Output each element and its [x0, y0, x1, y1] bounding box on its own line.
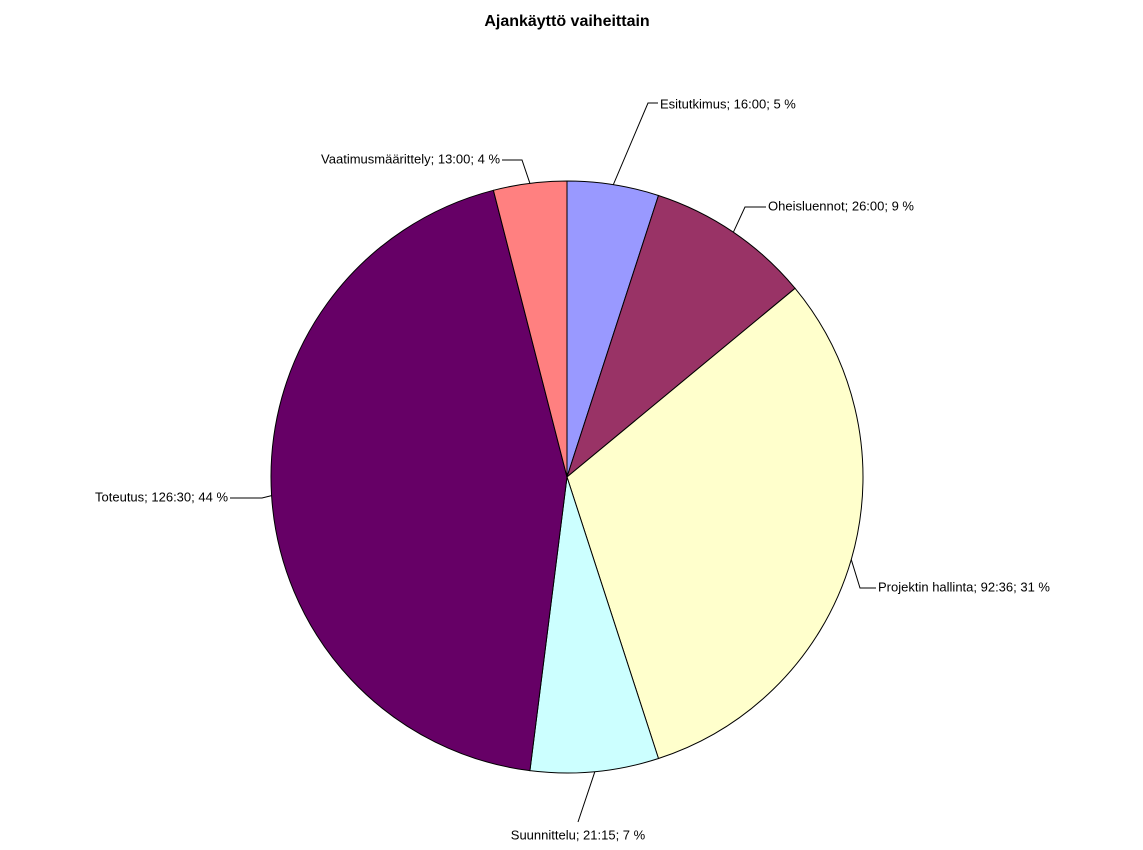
- data-label: Esitutkimus; 16:00; 5 %: [660, 96, 796, 111]
- data-label: Vaatimusmäärittely; 13:00; 4 %: [321, 151, 500, 166]
- pie-slice: [565, 194, 796, 479]
- leader-line: [577, 771, 596, 823]
- leader-line: [230, 495, 272, 499]
- data-label: Projektin hallinta; 92:36; 31 %: [878, 579, 1050, 594]
- leader-line: [612, 102, 658, 185]
- data-label: Oheisluennot; 26:00; 9 %: [768, 198, 914, 213]
- leader-line: [732, 206, 766, 233]
- data-label: Toteutus; 126:30; 44 %: [95, 489, 228, 504]
- data-label: Suunnittelu; 21:15; 7 %: [511, 827, 646, 842]
- leader-line: [502, 159, 531, 184]
- pie-slice: [566, 287, 864, 760]
- chart-title: Ajankäyttö vaiheittain: [484, 13, 649, 30]
- leader-line: [850, 559, 876, 589]
